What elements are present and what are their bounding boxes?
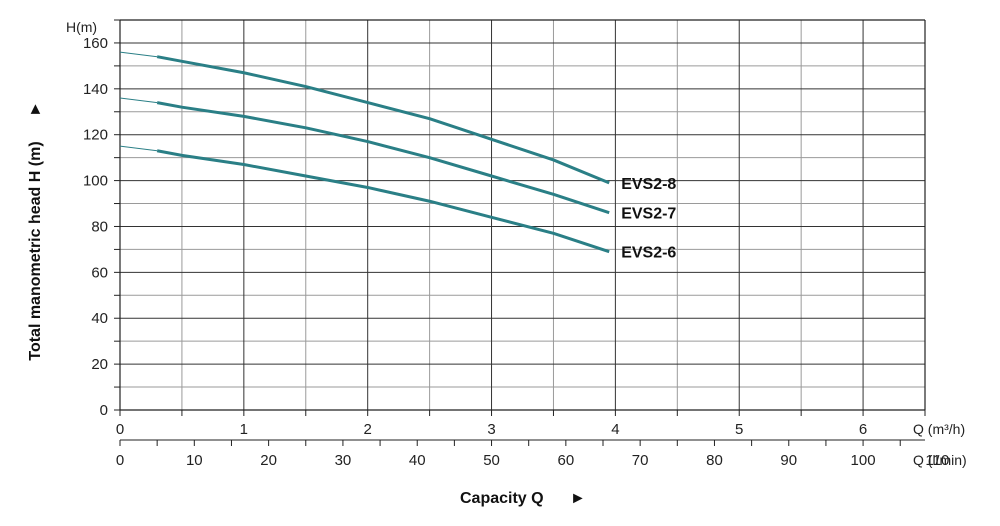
series-label: EVS2-8 xyxy=(621,176,676,193)
x-tick-label-lmin: 50 xyxy=(483,452,500,469)
y-tick-label: 20 xyxy=(91,356,108,373)
y-axis-title: Total manometric head H (m) xyxy=(27,141,44,360)
curve-extension xyxy=(119,51,158,58)
curve-line xyxy=(156,149,610,254)
x-tick-label-lmin: 30 xyxy=(335,452,352,469)
x-tick-label-lmin: 0 xyxy=(116,452,124,469)
grid-major-lines xyxy=(120,20,925,410)
axis-lines xyxy=(114,19,926,446)
y-tick-label: 40 xyxy=(91,310,108,327)
y-tick-label: 160 xyxy=(83,35,108,52)
x-tick-label-lmin: 40 xyxy=(409,452,426,469)
x-tick-label-m3h: 6 xyxy=(859,421,867,438)
x-tick-label-m3h: 5 xyxy=(735,421,743,438)
x-tick-labels-lmin: 0 10 20 30 40 50 60 70 80 90 100 110 xyxy=(116,452,950,469)
x-tick-label-lmin: 90 xyxy=(780,452,797,469)
x-tick-label-m3h: 4 xyxy=(611,421,619,438)
x-tick-label-m3h: 0 xyxy=(116,421,124,438)
x-tick-label-lmin: 100 xyxy=(851,452,876,469)
x-unit-secondary: Q (l/min) xyxy=(913,452,967,468)
x-tick-label-lmin: 20 xyxy=(260,452,277,469)
y-tick-label: 0 xyxy=(100,402,108,419)
series-label: EVS2-7 xyxy=(621,206,676,223)
y-tick-label: 120 xyxy=(83,127,108,144)
x-unit-primary: Q (m³/h) xyxy=(913,421,965,437)
y-tick-label: 100 xyxy=(83,173,108,190)
x-tick-label-lmin: 80 xyxy=(706,452,723,469)
series-label: EVS2-6 xyxy=(621,245,676,262)
y-tick-labels: 0 20 40 60 80 100 120 140 160 xyxy=(83,35,108,419)
y-tick-label: 140 xyxy=(83,81,108,98)
series-labels: EVS2-8 EVS2-7 EVS2-6 xyxy=(621,176,676,262)
x-tick-label-m3h: 3 xyxy=(487,421,495,438)
x-axis-arrow: ► xyxy=(570,490,586,507)
y-unit-label: H(m) xyxy=(66,19,97,35)
curves xyxy=(119,51,610,254)
x-tick-label-lmin: 10 xyxy=(186,452,203,469)
curve-extension xyxy=(119,145,158,152)
x-tick-label-m3h: 1 xyxy=(240,421,248,438)
x-axis-title: Capacity Q xyxy=(460,490,544,507)
x-tick-labels-m3h: 0 1 2 3 4 5 6 xyxy=(116,421,867,438)
curve-line xyxy=(156,101,610,215)
y-tick-label: 80 xyxy=(91,218,108,235)
x-tick-label-lmin: 60 xyxy=(558,452,575,469)
grid-minor-lines xyxy=(120,20,925,410)
curve-line xyxy=(156,55,610,185)
x-tick-label-lmin: 70 xyxy=(632,452,649,469)
x-tick-label-m3h: 2 xyxy=(364,421,372,438)
x-tick-label-lmin: 110 xyxy=(925,452,949,469)
curve-extension xyxy=(119,97,158,104)
y-axis-arrow: ► xyxy=(27,101,44,117)
y-tick-label: 60 xyxy=(91,264,108,281)
